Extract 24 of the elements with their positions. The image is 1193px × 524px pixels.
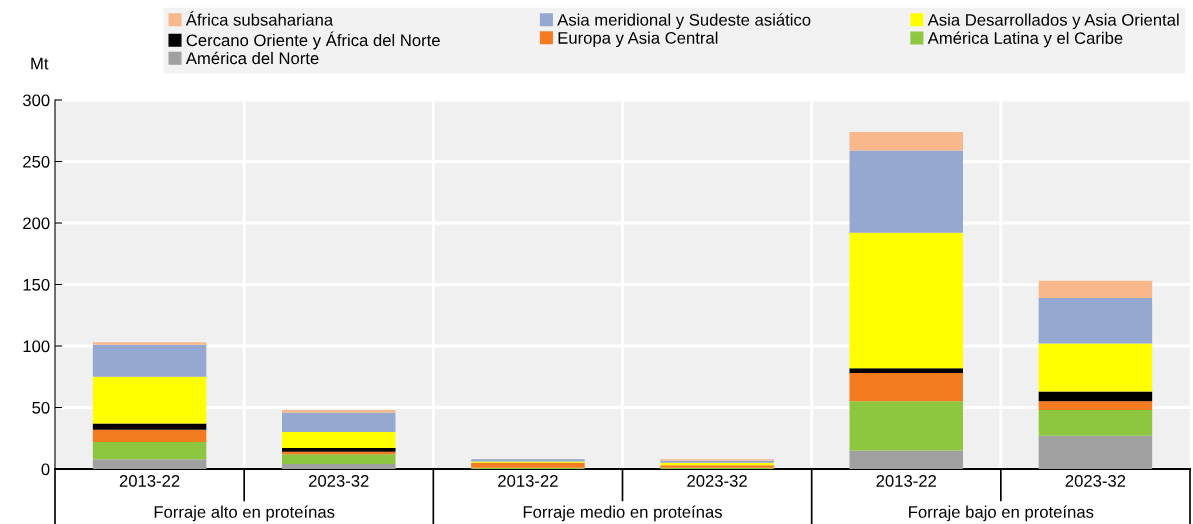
x-tick-label: 2013-22 bbox=[498, 475, 558, 487]
y-tick-label: 100 bbox=[23, 340, 50, 353]
y-tick-label: 0 bbox=[41, 463, 50, 476]
y-axis-title: Mt bbox=[31, 57, 49, 70]
y-tick-label: 200 bbox=[23, 217, 50, 230]
y-tick-label: 250 bbox=[23, 155, 50, 168]
legend-label: África subsahariana bbox=[185, 11, 334, 26]
legend-label: América Latina y el Caribe bbox=[927, 31, 1123, 48]
text: Forraje bajo en proteínas bbox=[909, 505, 1094, 522]
legend-label: Europa y Asia Central bbox=[558, 31, 718, 48]
y-tick-label: 300 bbox=[22, 94, 50, 107]
y-tick-label: 150 bbox=[23, 278, 50, 291]
text: Forraje alto en proteínas bbox=[154, 505, 335, 522]
legend-label: Asia meridional y Sudeste asiático bbox=[557, 13, 811, 30]
text: Forraje medio en proteínas bbox=[523, 505, 722, 522]
x-tick-label: 2013-22 bbox=[876, 475, 936, 487]
x-tick-label: 2023-32 bbox=[309, 475, 369, 487]
x-tick-label: 2013-22 bbox=[119, 475, 180, 487]
y-tick-label: 50 bbox=[32, 401, 50, 414]
x-tick-label: 2023-32 bbox=[1065, 475, 1126, 487]
legend-label: Cercano Oriente y África del Norte bbox=[186, 31, 440, 50]
legend-label: Asia Desarrollados y Asia Oriental bbox=[927, 13, 1179, 30]
x-tick-label: 2023-32 bbox=[687, 475, 747, 487]
legend-label: América del Norte bbox=[185, 51, 319, 65]
